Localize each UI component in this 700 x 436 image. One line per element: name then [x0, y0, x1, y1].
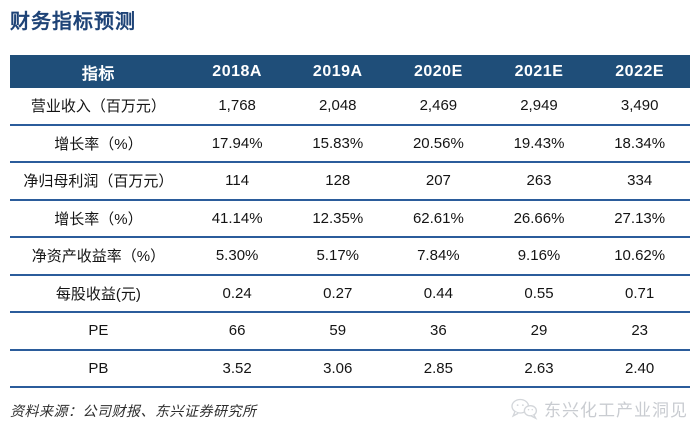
cell-value: 2.63 [488, 349, 590, 388]
cell-value: 20.56% [388, 124, 489, 163]
cell-value: 0.55 [488, 274, 590, 313]
wechat-icon [509, 397, 539, 420]
source-note: 资料来源：公司财报、东兴证券研究所 [10, 403, 257, 419]
cell-value: 263 [488, 162, 590, 201]
cell-value: 10.62% [589, 237, 690, 276]
table-row: PB 3.52 3.06 2.85 2.63 2.40 [10, 349, 690, 388]
cell-value: 2,949 [488, 88, 590, 126]
cell-value: 3.06 [287, 349, 389, 388]
cell-value: 36 [388, 312, 489, 351]
table-row: 营业收入（百万元） 1,768 2,048 2,469 2,949 3,490 [10, 88, 690, 126]
column-header-year: 2019A [287, 55, 389, 88]
cell-value: 62.61% [388, 199, 489, 238]
cell-value: 0.71 [589, 274, 690, 313]
cell-value: 9.16% [488, 237, 590, 276]
cell-value: 0.44 [388, 274, 489, 313]
table-row: 增长率（%） 41.14% 12.35% 62.61% 26.66% 27.13% [10, 199, 690, 238]
cell-value: 3,490 [589, 88, 690, 126]
cell-value: 2,469 [388, 88, 489, 126]
cell-value: 0.24 [186, 274, 288, 313]
column-header-year: 2022E [589, 55, 690, 88]
cell-value: 59 [287, 312, 389, 351]
table-row: 净资产收益率（%） 5.30% 5.17% 7.84% 9.16% 10.62% [10, 237, 690, 276]
cell-value: 41.14% [186, 199, 288, 238]
cell-value: 12.35% [287, 199, 389, 238]
column-header-metric: 指标 [10, 55, 187, 88]
cell-value: 334 [589, 162, 690, 201]
row-label: 营业收入（百万元） [10, 88, 187, 126]
financial-forecast-table: 指标 2018A 2019A 2020E 2021E 2022E 营业收入（百万元） 1,7… [10, 55, 690, 388]
cell-value: 18.34% [589, 124, 690, 163]
column-header-year: 2018A [186, 55, 288, 88]
row-label: 净资产收益率（%） [10, 237, 187, 276]
row-label: PB [10, 349, 187, 388]
cell-value: 2,048 [287, 88, 389, 126]
cell-value: 5.30% [186, 237, 288, 276]
table-row: 每股收益(元) 0.24 0.27 0.44 0.55 0.71 [10, 274, 690, 313]
watermark: 东兴化工产业洞见 [509, 396, 688, 421]
cell-value: 128 [287, 162, 389, 201]
cell-value: 1,768 [186, 88, 288, 126]
table-body: 营业收入（百万元） 1,768 2,048 2,469 2,949 3,490 增长率（%）… [10, 88, 690, 388]
page-title: 财务指标预测 [10, 11, 136, 33]
cell-value: 2.40 [589, 349, 690, 388]
column-header-year: 2021E [488, 55, 590, 88]
cell-value: 114 [186, 162, 288, 201]
table-row: 增长率（%） 17.94% 15.83% 20.56% 19.43% 18.34% [10, 124, 690, 163]
row-label: 净归母利润（百万元） [10, 162, 187, 201]
watermark-text: 东兴化工产业洞见 [544, 401, 688, 420]
cell-value: 29 [488, 312, 590, 351]
cell-value: 66 [186, 312, 288, 351]
cell-value: 3.52 [186, 349, 288, 388]
cell-value: 26.66% [488, 199, 590, 238]
cell-value: 27.13% [589, 199, 690, 238]
table-row: PE 66 59 36 29 23 [10, 312, 690, 351]
cell-value: 207 [388, 162, 489, 201]
table-header-row: 指标 2018A 2019A 2020E 2021E 2022E [10, 55, 690, 88]
cell-value: 2.85 [388, 349, 489, 388]
row-label: 增长率（%） [10, 199, 187, 238]
cell-value: 5.17% [287, 237, 389, 276]
cell-value: 15.83% [287, 124, 389, 163]
cell-value: 0.27 [287, 274, 389, 313]
row-label: 每股收益(元) [10, 274, 187, 313]
column-header-year: 2020E [388, 55, 489, 88]
row-label: PE [10, 312, 187, 351]
cell-value: 7.84% [388, 237, 489, 276]
cell-value: 23 [589, 312, 690, 351]
cell-value: 17.94% [186, 124, 288, 163]
row-label: 增长率（%） [10, 124, 187, 163]
table-row: 净归母利润（百万元） 114 128 207 263 334 [10, 162, 690, 201]
cell-value: 19.43% [488, 124, 590, 163]
